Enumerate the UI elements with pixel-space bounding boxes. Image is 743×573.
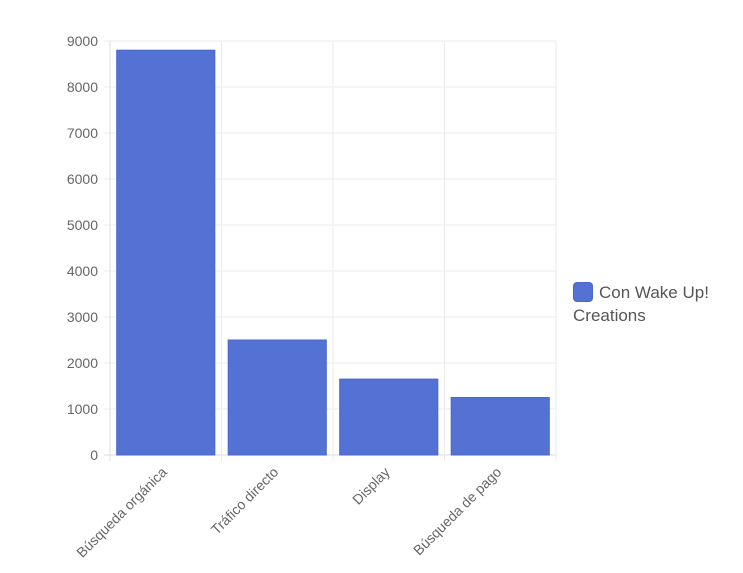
legend-swatch [573,282,593,302]
bar [450,397,550,456]
bar [339,378,439,456]
y-tick-label: 6000 [67,171,98,187]
legend[interactable]: Con Wake Up! Creations [573,281,743,327]
legend-label: Con Wake Up! Creations [573,283,709,325]
x-tick-label: Búsqueda de pago [410,464,505,559]
y-tick-label: 2000 [67,355,98,371]
x-tick-label: Display [349,464,393,508]
y-tick-label: 8000 [67,79,98,95]
y-tick-label: 1000 [67,401,98,417]
bar [116,49,216,456]
bar [227,339,327,456]
y-tick-label: 5000 [67,217,98,233]
y-tick-label: 9000 [67,33,98,49]
y-tick-label: 7000 [67,125,98,141]
y-tick-label: 0 [90,447,98,463]
bars-layer [116,49,550,456]
x-tick-label: Búsqueda orgánica [73,464,170,561]
x-tick-label: Tráfico directo [208,464,282,538]
y-tick-label: 3000 [67,309,98,325]
y-tick-label: 4000 [67,263,98,279]
